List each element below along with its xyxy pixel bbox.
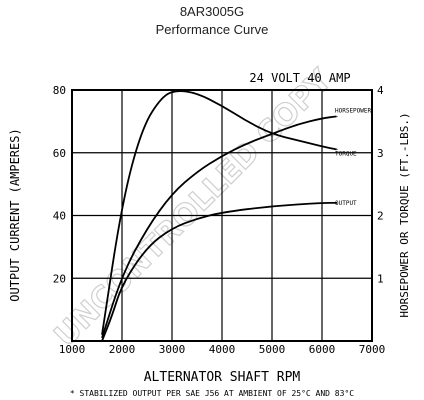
y-right-tick-labels: 1 2 3 4 bbox=[377, 84, 384, 285]
footnote: * STABILIZED OUTPUT PER SAE J56 AT AMBIE… bbox=[70, 389, 354, 398]
y-left-tick-label: 20 bbox=[53, 272, 66, 285]
series-line-output bbox=[101, 201, 337, 342]
series-label-torque: TORQUE bbox=[335, 151, 357, 158]
x-tick-label: 2000 bbox=[109, 343, 136, 356]
y-left-tick-label: 40 bbox=[53, 210, 66, 223]
x-tick-label: 4000 bbox=[209, 343, 236, 356]
watermark: UNCONTROLLED COPY bbox=[47, 61, 340, 354]
x-tick-labels: 1000 2000 3000 4000 5000 6000 7000 bbox=[59, 343, 386, 356]
y-right-tick-label: 3 bbox=[377, 147, 384, 160]
rating-label: 24 VOLT 40 AMP bbox=[249, 71, 350, 85]
x-tick-label: 3000 bbox=[159, 343, 186, 356]
chart-title: 8AR3005G bbox=[180, 4, 244, 19]
x-tick-label: 5000 bbox=[259, 343, 286, 356]
y-left-tick-label: 60 bbox=[53, 147, 66, 160]
x-axis-label: ALTERNATOR SHAFT RPM bbox=[144, 370, 301, 385]
series-label-horsepower: HORSEPOWER bbox=[335, 107, 372, 114]
x-tick-label: 7000 bbox=[359, 343, 386, 356]
chart-subtitle: Performance Curve bbox=[156, 22, 269, 37]
watermark-text: UNCONTROLLED COPY bbox=[48, 62, 340, 354]
y-left-tick-label: 80 bbox=[53, 84, 66, 97]
x-tick-label: 6000 bbox=[309, 343, 336, 356]
y-right-tick-label: 2 bbox=[377, 210, 384, 223]
y-right-tick-label: 1 bbox=[377, 272, 384, 285]
y-left-tick-labels: 20 40 60 80 bbox=[53, 84, 66, 285]
series-labels: HORSEPOWER TORQUE OUTPUT bbox=[335, 107, 372, 207]
series-line-horsepower bbox=[101, 115, 338, 339]
series-line-torque bbox=[101, 90, 338, 335]
y-left-axis-label: OUTPUT CURRENT (AMPERES) bbox=[8, 128, 22, 301]
y-right-tick-label: 4 bbox=[377, 84, 384, 97]
series-label-output: OUTPUT bbox=[335, 200, 357, 207]
series-lines bbox=[101, 90, 338, 342]
y-right-axis-label: HORSEPOWER OR TORQUE (FT.-LBS.) bbox=[398, 112, 411, 317]
x-tick-label: 1000 bbox=[59, 343, 86, 356]
grid bbox=[72, 90, 372, 341]
